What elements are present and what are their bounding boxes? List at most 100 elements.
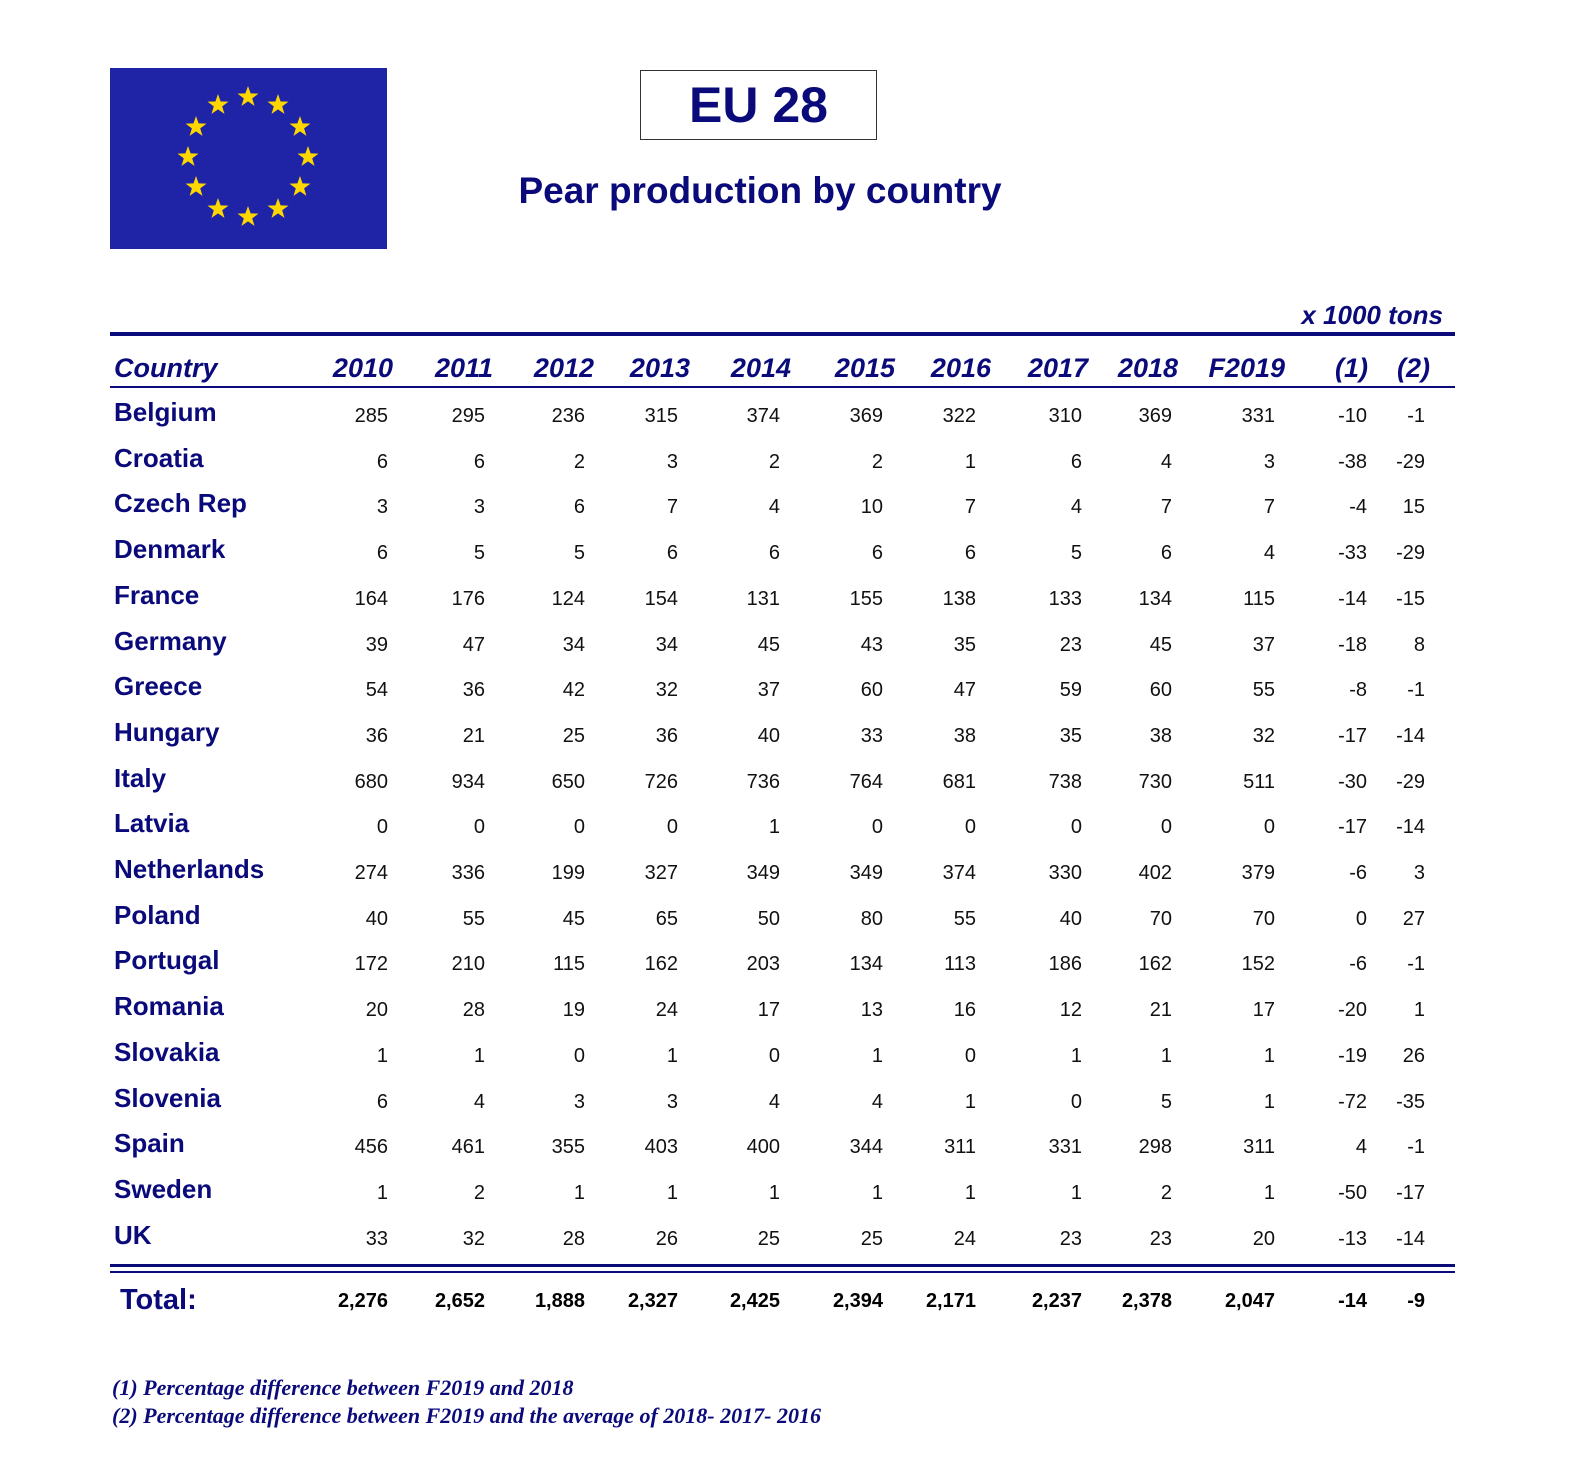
table-cell: 349 (849, 862, 883, 884)
table-cell: 1 (964, 1181, 976, 1204)
table-cell: 295 (451, 405, 485, 427)
star-icon (237, 206, 259, 226)
star-icon (185, 176, 207, 196)
table-cell: -1 (1407, 679, 1425, 702)
table-cell: -29 (1396, 542, 1425, 565)
column-header: (2) (1397, 353, 1430, 383)
total-cell: 1,888 (534, 1290, 585, 1312)
table-cell: 355 (551, 1136, 585, 1159)
country-name: Hungary (114, 716, 220, 747)
table-cell: 3 (666, 450, 678, 473)
total-cell: 2,237 (1031, 1290, 1082, 1312)
table-cell: 1 (768, 1181, 780, 1204)
table-cell: -38 (1338, 450, 1367, 473)
table-cell: -20 (1338, 999, 1367, 1022)
table-cell: 33 (365, 1227, 388, 1250)
table-cell: 322 (942, 405, 976, 427)
total-cell: 2,047 (1224, 1290, 1275, 1312)
table-cell: 4 (1070, 496, 1082, 519)
table-cell: -17 (1338, 724, 1367, 747)
header-top-rule (110, 332, 1455, 336)
table-cell: 1 (1160, 1044, 1172, 1067)
table-cell: 0 (666, 816, 678, 839)
country-name: France (114, 579, 200, 610)
table-cell: 6 (376, 450, 388, 473)
table-cell: -33 (1338, 542, 1367, 565)
table-cell: 5 (473, 542, 485, 565)
table-cell: 3 (376, 496, 388, 519)
table-cell: 6 (376, 542, 388, 565)
table-cell: 40 (757, 724, 780, 747)
table-cell: 403 (644, 1136, 678, 1159)
table-cell: -19 (1338, 1044, 1367, 1067)
table-cell: 47 (462, 633, 485, 656)
total-cell: 2,276 (337, 1290, 388, 1312)
star-icon (207, 94, 229, 114)
table-cell: 21 (462, 724, 485, 747)
table-cell: 26 (655, 1227, 678, 1250)
column-header: 2011 (434, 353, 493, 383)
table-cell: 152 (1241, 953, 1275, 976)
table-cell: 1 (473, 1044, 485, 1067)
table-cell: 730 (1138, 770, 1172, 793)
table-cell: 7 (1160, 496, 1172, 519)
table-header-row: Country 2010 2011 2012 2013 2014 2015 2016 2017 2… (110, 345, 1455, 390)
star-icon (267, 198, 289, 218)
table-cell: -29 (1396, 770, 1425, 793)
table-row: Latvia 0 0 0 0 1 0 0 0 0 0 -17 -14 (110, 808, 1455, 853)
table-cell: 934 (451, 770, 485, 793)
table-cell: 60 (1149, 679, 1172, 702)
star-icon (185, 116, 207, 136)
table-cell: 1 (666, 1044, 678, 1067)
star-icon (289, 116, 311, 136)
country-name: Portugal (114, 945, 220, 976)
table-cell: 155 (849, 587, 883, 610)
table-cell: -30 (1338, 770, 1367, 793)
table-cell: 5 (573, 542, 585, 565)
table-cell: 1 (1070, 1044, 1082, 1067)
table-cell: -14 (1396, 724, 1425, 747)
table-cell: 37 (757, 679, 780, 702)
table-cell: -13 (1338, 1227, 1367, 1250)
table-row: Poland 40 55 45 65 50 80 55 40 70 70 0 27 (110, 900, 1455, 945)
table-cell: 35 (1059, 724, 1082, 747)
table-cell: 186 (1048, 953, 1082, 976)
country-name: Belgium (114, 397, 217, 427)
table-cell: 1 (1263, 1090, 1275, 1113)
table-cell: 3 (473, 496, 485, 519)
table-cell: 6 (871, 542, 883, 565)
table-cell: 402 (1138, 862, 1172, 884)
footnote-2: (2) Percentage difference between F2019 … (112, 1403, 821, 1428)
table-cell: 1 (1263, 1044, 1275, 1067)
column-header: 2017 (1027, 353, 1088, 383)
table-row: Croatia 6 6 2 3 2 2 1 6 4 3 -38 -29 (110, 443, 1455, 488)
total-cell: 2,394 (832, 1290, 883, 1312)
table-cell: 1 (573, 1181, 585, 1204)
table-cell: 349 (746, 862, 780, 884)
table-cell: 374 (942, 862, 976, 884)
table-cell: 1 (964, 450, 976, 473)
table-cell: 17 (757, 999, 780, 1022)
table-cell: 1 (871, 1044, 883, 1067)
column-header-country: Country (114, 353, 218, 383)
table-cell: -72 (1338, 1090, 1367, 1113)
table-cell: 47 (953, 679, 976, 702)
country-name: Slovakia (114, 1036, 220, 1067)
table-cell: 54 (365, 679, 388, 702)
table-cell: 36 (462, 679, 485, 702)
table-cell: 1 (1263, 1181, 1275, 1204)
column-header: F2019 (1208, 353, 1285, 383)
table-cell: 1 (666, 1181, 678, 1204)
table-cell: 134 (849, 953, 883, 976)
table-cell: 285 (354, 405, 388, 427)
table-cell: 172 (354, 953, 388, 976)
table-cell: 32 (1252, 724, 1275, 747)
table-cell: 32 (462, 1227, 485, 1250)
total-top-rule-2 (110, 1271, 1455, 1273)
total-cell: 2,652 (434, 1290, 485, 1312)
column-header: 2018 (1117, 353, 1178, 383)
table-cell: 28 (462, 999, 485, 1022)
table-cell: -14 (1396, 1227, 1425, 1250)
table-cell: -18 (1338, 633, 1367, 656)
table-cell: 310 (1048, 405, 1082, 427)
